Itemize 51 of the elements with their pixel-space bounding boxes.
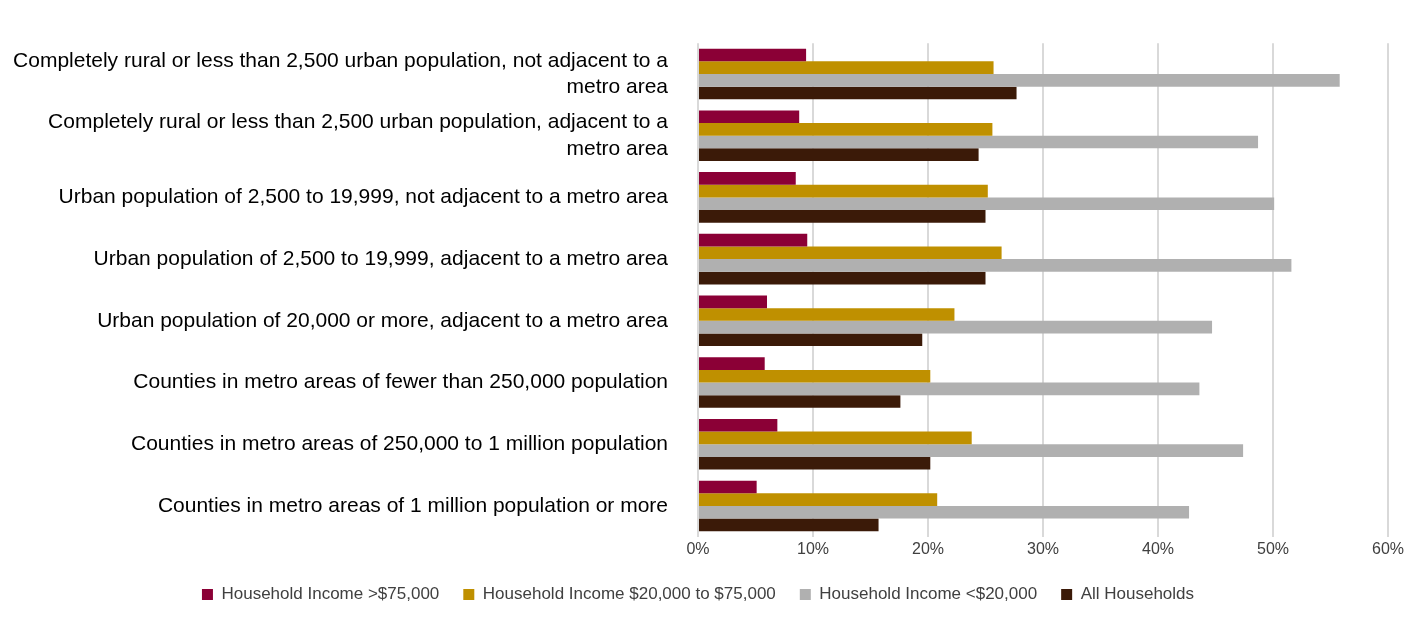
y-tick-label: Counties in metro areas of fewer than 250,000 population	[133, 369, 668, 393]
legend-label: Household Income >$75,000	[221, 584, 440, 604]
bar	[699, 505, 1190, 519]
bar	[699, 431, 972, 445]
y-tick-label: Counties in metro areas of 250,000 to 1 million population	[131, 431, 668, 455]
legend-label: Household Income $20,000 to $75,000	[482, 584, 776, 604]
y-tick-label: Completely rural or less than 2,500 urban population, not adjacent to a metro area	[13, 47, 669, 97]
x-tick-label: 40%	[1141, 539, 1175, 557]
bar	[699, 418, 778, 432]
bar	[699, 73, 1340, 87]
bar	[699, 61, 994, 74]
bar	[699, 172, 796, 185]
bar	[699, 357, 765, 370]
y-tick-label: Completely rural or less than 2,500 urban population, adjacent to a metro area	[48, 109, 669, 159]
x-tick-label: 20%	[911, 539, 945, 557]
bar	[699, 320, 1213, 334]
bar	[699, 233, 808, 247]
bar	[699, 395, 901, 408]
bar	[699, 246, 1002, 260]
bar	[699, 210, 986, 223]
x-tick-label: 50%	[1256, 539, 1290, 557]
bar	[699, 518, 879, 532]
bar	[699, 86, 1017, 100]
bar	[699, 308, 955, 321]
bar	[699, 480, 757, 494]
bar	[699, 456, 931, 470]
bar	[699, 271, 986, 285]
bar	[699, 48, 807, 62]
bar	[699, 135, 1259, 149]
bar	[699, 295, 767, 309]
y-tick-label: Urban population of 2,500 to 19,999, adjacent to a metro area	[93, 245, 669, 269]
legend-label: All Households	[1080, 584, 1195, 604]
y-tick-label: Counties in metro areas of 1 million population or more	[157, 492, 668, 516]
bar	[699, 184, 988, 198]
x-tick-label: 30%	[1026, 539, 1060, 557]
bar	[699, 259, 1292, 272]
bar	[699, 382, 1200, 396]
bar	[699, 123, 993, 136]
bar	[699, 333, 923, 347]
y-tick-label: Urban population of 2,500 to 19,999, not adjacent to a metro area	[58, 184, 669, 208]
x-tick-label: 60%	[1371, 539, 1405, 557]
x-tick-label: 0%	[686, 539, 710, 557]
bar	[699, 444, 1244, 457]
bar	[699, 369, 931, 383]
bar	[699, 493, 938, 506]
bar	[699, 148, 979, 161]
legend-label: Household Income <$20,000	[819, 584, 1038, 604]
bar	[699, 197, 1275, 211]
x-tick-label: 10%	[796, 539, 830, 557]
y-tick-label: Urban population of 20,000 or more, adjacent to a metro area	[97, 307, 669, 331]
bar	[699, 110, 800, 124]
